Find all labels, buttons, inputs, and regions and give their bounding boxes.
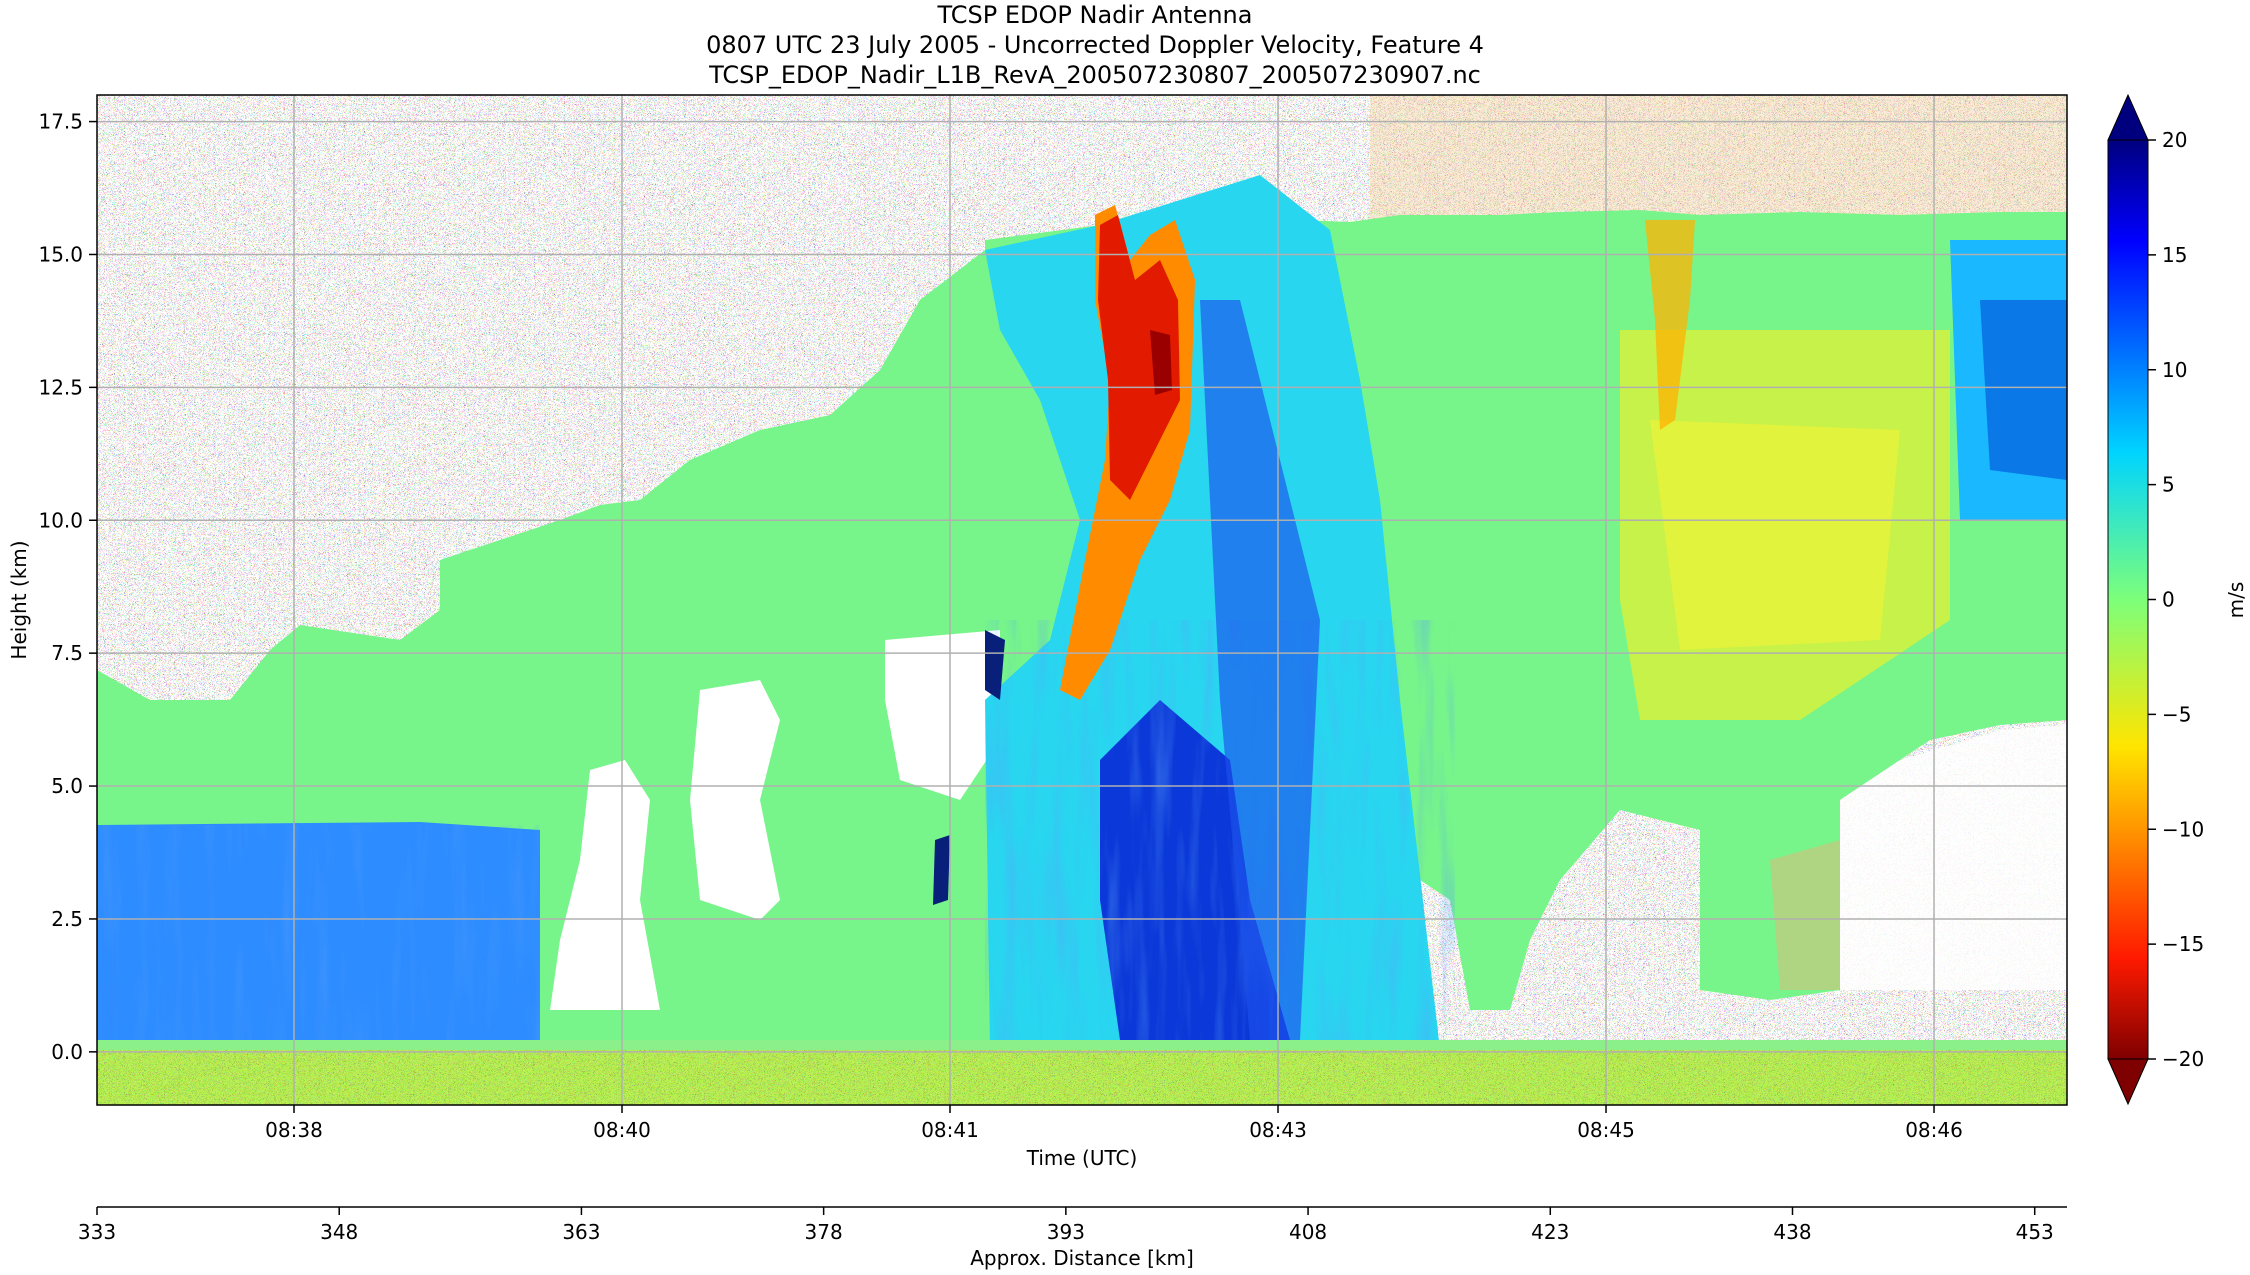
plot-frame xyxy=(96,94,2068,1106)
colorbar: 20 15 10 5 0 −5 −10 −15 −20 m/s xyxy=(2107,93,2248,1106)
distance-tick-label: 393 xyxy=(1047,1220,1085,1244)
distance-tick-label: 408 xyxy=(1289,1220,1327,1244)
x-tick-label: 08:45 xyxy=(1577,1118,1635,1142)
clear-gap-1 xyxy=(550,760,660,1010)
colorbar-tick-label: 5 xyxy=(2162,473,2175,497)
distance-axis: 333 348 363 378 393 408 423 438 453 xyxy=(78,1207,2054,1244)
colorbar-tick-label: 20 xyxy=(2162,128,2187,152)
distance-tick-label: 423 xyxy=(1531,1220,1569,1244)
x-axis-label: Time (UTC) xyxy=(1026,1146,1138,1170)
colorbar-tick-label: 10 xyxy=(2162,358,2187,382)
y-tick-label: 5.0 xyxy=(51,774,83,798)
distance-tick-label: 363 xyxy=(562,1220,600,1244)
clear-gap-3 xyxy=(885,630,1000,800)
colorbar-label: m/s xyxy=(2224,582,2248,619)
y-tick-label: 10.0 xyxy=(38,508,83,532)
colorbar-tick-label: −15 xyxy=(2162,932,2204,956)
colorbar-body xyxy=(2107,139,2149,1060)
colorbar-min-extend xyxy=(2107,1058,2149,1106)
chart-title-line-3: TCSP_EDOP_Nadir_L1B_RevA_200507230807_20… xyxy=(709,61,1481,89)
x-axis: 08:38 08:40 08:41 08:43 08:45 08:46 xyxy=(265,1105,1963,1142)
distance-tick-label: 438 xyxy=(1773,1220,1811,1244)
y-tick-label: 15.0 xyxy=(38,242,83,266)
upper-noise-band xyxy=(1370,95,2067,225)
y-axis-label: Height (km) xyxy=(7,540,31,659)
colorbar-tick-label: −10 xyxy=(2162,817,2204,841)
x-tick-label: 08:40 xyxy=(593,1118,651,1142)
distance-tick-label: 378 xyxy=(805,1220,843,1244)
surface-line xyxy=(97,1040,2067,1050)
y-tick-label: 7.5 xyxy=(51,641,83,665)
chart-title-line-1: TCSP EDOP Nadir Antenna xyxy=(937,1,1253,29)
velocity-field xyxy=(97,95,2067,1105)
lower-right-clear-region xyxy=(1840,725,2067,990)
x-tick-label: 08:43 xyxy=(1249,1118,1307,1142)
distance-axis-label: Approx. Distance [km] xyxy=(970,1246,1194,1270)
colorbar-tick-label: 15 xyxy=(2162,243,2187,267)
x-tick-label: 08:41 xyxy=(921,1118,979,1142)
chart-title-line-2: 0807 UTC 23 July 2005 - Uncorrected Dopp… xyxy=(706,31,1484,59)
x-tick-label: 08:46 xyxy=(1905,1118,1963,1142)
y-tick-label: 12.5 xyxy=(38,375,83,399)
clear-gap-2 xyxy=(690,680,780,920)
y-tick-label: 0.0 xyxy=(51,1040,83,1064)
y-tick-label: 2.5 xyxy=(51,907,83,931)
grid-lines xyxy=(97,95,2067,1105)
distance-tick-label: 333 xyxy=(78,1220,116,1244)
y-axis: 17.5 15.0 12.5 10.0 7.5 5.0 2.5 0.0 xyxy=(38,110,97,1064)
distance-tick-label: 453 xyxy=(2016,1220,2054,1244)
colorbar-ticks: 20 15 10 5 0 −5 −10 −15 −20 xyxy=(2148,128,2204,1071)
distance-tick-label: 348 xyxy=(320,1220,358,1244)
x-tick-label: 08:38 xyxy=(265,1118,323,1142)
stratiform-anvil-yellow xyxy=(1650,420,1900,650)
colorbar-max-extend xyxy=(2107,93,2149,141)
colorbar-tick-label: 0 xyxy=(2162,588,2175,612)
colorbar-tick-label: −20 xyxy=(2162,1047,2204,1071)
colorbar-tick-label: −5 xyxy=(2162,702,2191,726)
y-tick-label: 17.5 xyxy=(38,110,83,134)
upper-orange-column xyxy=(1645,220,1695,430)
